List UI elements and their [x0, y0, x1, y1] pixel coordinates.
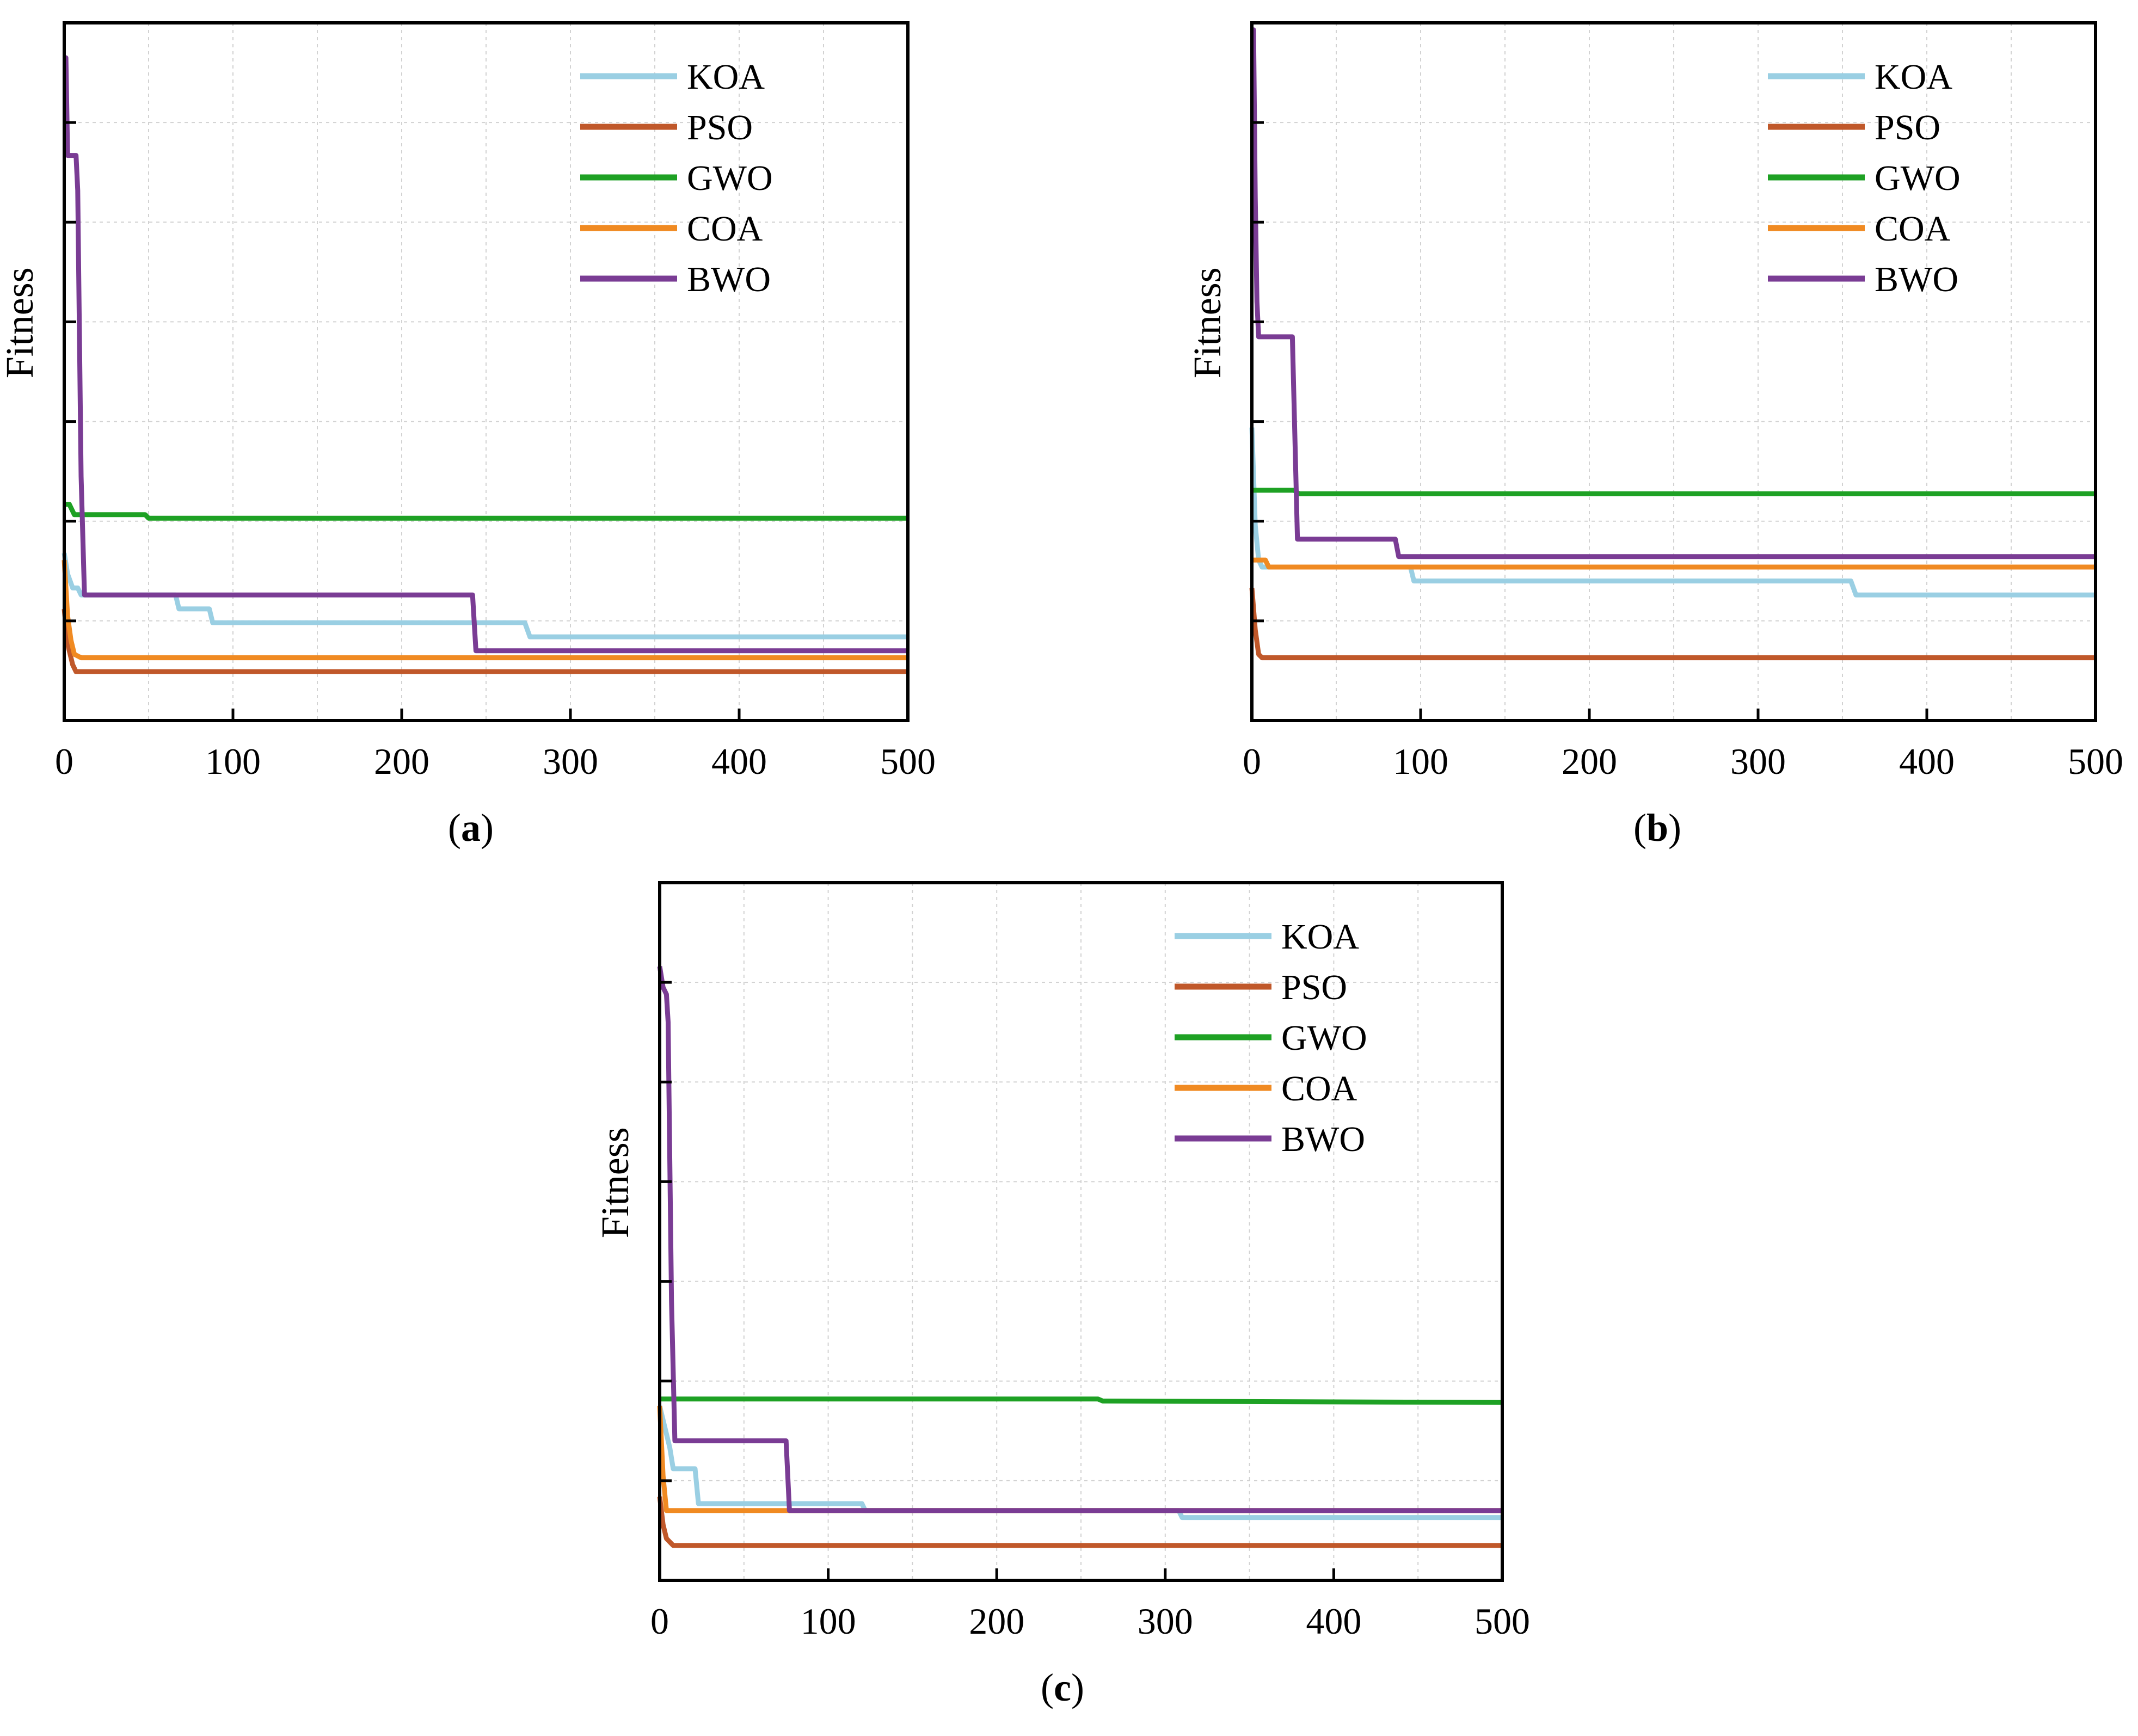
- plot-frame: [1250, 21, 2097, 722]
- chart-panel-b: 0 100 200 300 400 500 Fitness KOA PSO GWO COA BWO (b…: [1185, 21, 2123, 849]
- series-line-coa: [1252, 557, 2096, 570]
- series-line-koa: [657, 1405, 1502, 1520]
- legend-label-coa: COA: [1875, 209, 1951, 249]
- series-line-bwo: [657, 966, 1502, 1513]
- x-tick-label: 100: [205, 741, 261, 782]
- chart-panel-c: 0 100 200 300 400 500 Fitness KOA PSO GWO COA BWO (c…: [593, 881, 1530, 1709]
- x-tick-label: 300: [543, 741, 598, 782]
- legend-label-pso: PSO: [687, 108, 753, 147]
- legend-label-gwo: GWO: [687, 158, 773, 198]
- legend-label-coa: COA: [1281, 1069, 1357, 1109]
- series-line-coa: [62, 559, 908, 661]
- series-line-gwo: [660, 1396, 1503, 1405]
- y-axis-label: Fitness: [1185, 267, 1229, 378]
- x-tick-label: 500: [1475, 1600, 1530, 1642]
- x-tick-label: 200: [969, 1600, 1024, 1642]
- x-tick-label: 500: [880, 741, 936, 782]
- legend-label-pso: PSO: [1281, 968, 1347, 1007]
- legend-label-pso: PSO: [1875, 108, 1940, 147]
- panel-caption: (a): [448, 806, 494, 849]
- legend-label-bwo: BWO: [687, 260, 771, 299]
- panel-caption: (b): [1633, 806, 1681, 849]
- legend-label-bwo: BWO: [1875, 260, 1958, 299]
- panel-caption-letter: c: [1054, 1666, 1071, 1709]
- x-tick-label: 100: [1393, 741, 1448, 782]
- legend-label-gwo: GWO: [1281, 1018, 1367, 1058]
- x-tick-label: 200: [1562, 741, 1617, 782]
- series-line-pso: [1249, 588, 2096, 661]
- x-tick-label: 100: [801, 1600, 856, 1642]
- x-tick-label: 0: [1243, 741, 1261, 782]
- legend-label-koa: KOA: [1281, 917, 1359, 957]
- series-line-pso: [657, 1496, 1502, 1548]
- panel-caption-letter: b: [1646, 806, 1668, 849]
- series-line-bwo: [63, 55, 908, 654]
- chart-panel-a: 0 100 200 300 400 500 Fitness KOA PSO GWO COA BWO (a…: [0, 21, 936, 849]
- legend-label-bwo: BWO: [1281, 1119, 1365, 1159]
- x-tick-label: 400: [1899, 741, 1955, 782]
- legend-label-koa: KOA: [687, 57, 765, 97]
- series-line-pso: [62, 608, 908, 674]
- panel-caption: (c): [1041, 1666, 1084, 1709]
- legend-label-gwo: GWO: [1875, 158, 1961, 198]
- x-tick-label: 300: [1138, 1600, 1193, 1642]
- series-line-bwo: [1251, 27, 2096, 559]
- panel-caption-letter: a: [461, 806, 481, 849]
- x-tick-label: 400: [1306, 1600, 1361, 1642]
- series-line-gwo: [64, 502, 908, 521]
- x-tick-label: 300: [1730, 741, 1786, 782]
- legend-label-koa: KOA: [1875, 57, 1952, 97]
- y-axis-label: Fitness: [593, 1127, 637, 1238]
- x-tick-label: 500: [2068, 741, 2123, 782]
- legend-label-coa: COA: [687, 209, 763, 249]
- x-tick-label: 200: [374, 741, 429, 782]
- x-tick-label: 0: [55, 741, 73, 782]
- x-tick-label: 400: [711, 741, 767, 782]
- plot-frame: [658, 881, 1504, 1582]
- series-line-koa: [62, 552, 908, 639]
- y-axis-label: Fitness: [0, 267, 41, 378]
- x-tick-label: 0: [650, 1600, 669, 1642]
- plot-frame: [63, 21, 910, 722]
